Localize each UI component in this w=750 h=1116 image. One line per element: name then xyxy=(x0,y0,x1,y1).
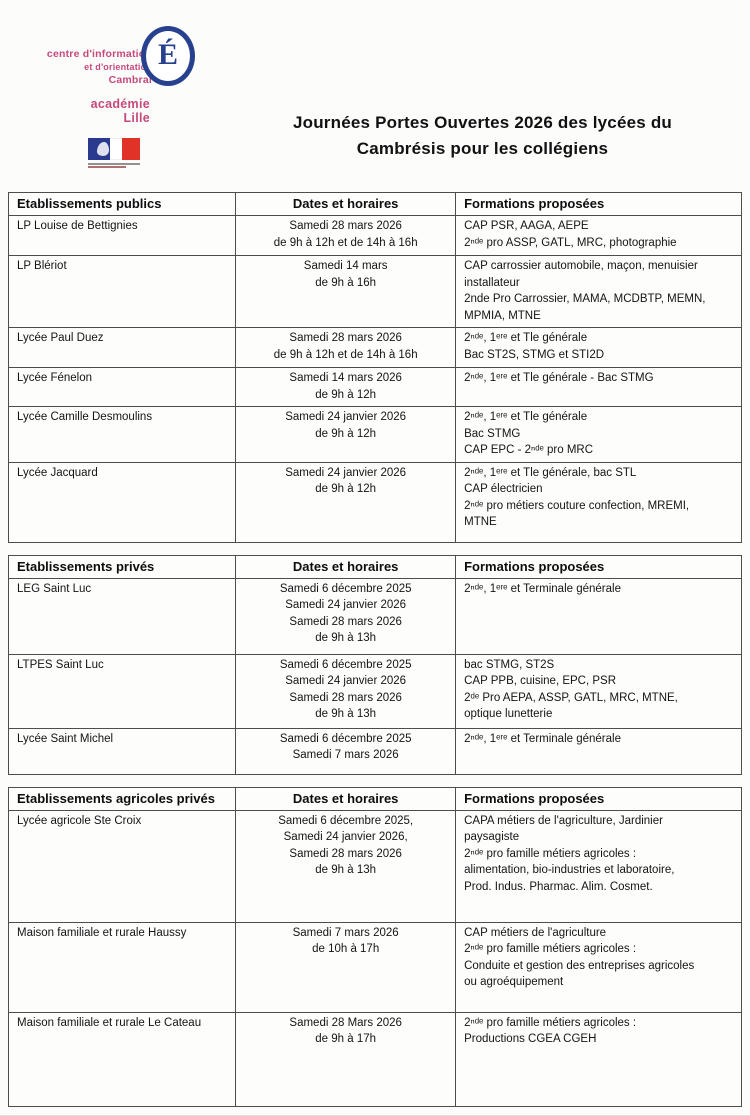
table-etablissements-prives: Etablissements privés Dates et horaires … xyxy=(7,554,742,775)
french-republic-flag-icon xyxy=(88,138,140,160)
table-row: Lycée Fénelon Samedi 14 mars 2026 de 9h … xyxy=(7,367,742,407)
dates-horaires: Samedi 6 décembre 2025, Samedi 24 janvie… xyxy=(235,809,457,923)
table-header-row: Etablissements publics Dates et horaires… xyxy=(7,192,742,216)
table-row: Lycée Saint Michel Samedi 6 décembre 202… xyxy=(7,727,742,775)
flag-white-band xyxy=(110,138,122,160)
column-header-etablissements: Etablissements privés xyxy=(7,554,237,579)
flag-caption-line-1 xyxy=(88,163,140,165)
cio-line-3: Cambrai xyxy=(108,74,152,86)
cio-line-2: et d'orientation xyxy=(84,62,152,72)
establishment-name: Lycée Paul Duez xyxy=(7,327,237,368)
column-header-formations: Formations proposées xyxy=(455,786,742,811)
dates-horaires: Samedi 14 mars 2026 de 9h à 12h xyxy=(235,367,457,407)
establishment-name: LP Blériot xyxy=(7,255,237,328)
dates-horaires: Samedi 28 mars 2026 de 9h à 12h et de 14… xyxy=(235,327,457,368)
table-header-row: Etablissements privés Dates et horaires … xyxy=(7,554,742,579)
page-title: Journées Portes Ouvertes 2026 des lycées… xyxy=(292,113,672,158)
table-etablissements-publics: Etablissements publics Dates et horaires… xyxy=(7,192,742,543)
column-header-etablissements: Etablissements publics xyxy=(7,192,237,216)
establishment-name: Maison familiale et rurale Haussy xyxy=(7,921,237,1013)
page-bottom-divider xyxy=(0,1114,750,1116)
dates-horaires: Samedi 28 Mars 2026 de 9h à 17h xyxy=(235,1011,457,1107)
dates-horaires: Samedi 6 décembre 2025 Samedi 24 janvier… xyxy=(235,653,457,729)
table-row: Lycée agricole Ste Croix Samedi 6 décemb… xyxy=(7,809,742,923)
formations-proposees: bac STMG, ST2S CAP PPB, cuisine, EPC, PS… xyxy=(455,653,742,729)
column-header-formations: Formations proposées xyxy=(455,554,742,579)
flag-red-band xyxy=(122,138,140,160)
dates-horaires: Samedi 14 mars de 9h à 16h xyxy=(235,255,457,328)
establishment-name: LP Louise de Bettignies xyxy=(7,215,237,256)
establishment-name: Lycée Saint Michel xyxy=(7,727,237,775)
column-header-dates: Dates et horaires xyxy=(235,786,457,811)
formations-proposees: 2ⁿᵈᵉ, 1ᵉʳᵉ et Terminale générale xyxy=(455,577,742,655)
dates-horaires: Samedi 24 janvier 2026 de 9h à 12h xyxy=(235,461,457,543)
formations-proposees: CAP carrossier automobile, maçon, menuis… xyxy=(455,255,742,328)
flag-caption-line-2 xyxy=(88,166,126,168)
table-row: LEG Saint Luc Samedi 6 décembre 2025 Sam… xyxy=(7,577,742,655)
document-header: centre d'information et d'orientation Ca… xyxy=(0,0,750,192)
academie-letter: É xyxy=(157,38,178,71)
academie-circle-logo: É xyxy=(141,26,195,86)
formations-proposees: 2ⁿᵈᵉ, 1ᵉʳᵉ et Tle générale Bac STMG CAP … xyxy=(455,406,742,463)
cio-line-1: centre d'information xyxy=(46,48,152,60)
formations-proposees: 2ⁿᵈᵉ, 1ᵉʳᵉ et Tle générale Bac ST2S, STM… xyxy=(455,327,742,368)
table-header-row: Etablissements agricoles privés Dates et… xyxy=(7,786,742,811)
dates-horaires: Samedi 28 mars 2026 de 9h à 12h et de 14… xyxy=(235,215,457,256)
establishment-name: Lycée Fénelon xyxy=(7,367,237,407)
formations-proposees: CAP PSR, AAGA, AEPE 2ⁿᵈᵉ pro ASSP, GATL,… xyxy=(455,215,742,256)
dates-horaires: Samedi 6 décembre 2025 Samedi 24 janvier… xyxy=(235,577,457,655)
column-header-dates: Dates et horaires xyxy=(235,192,457,216)
table-row: LP Louise de Bettignies Samedi 28 mars 2… xyxy=(7,215,742,256)
column-header-dates: Dates et horaires xyxy=(235,554,457,579)
establishment-name: Maison familiale et rurale Le Cateau xyxy=(7,1011,237,1107)
formations-proposees: 2ⁿᵈᵉ, 1ᵉʳᵉ et Terminale générale xyxy=(455,727,742,775)
establishment-name: Lycée Camille Desmoulins xyxy=(7,406,237,463)
table-etablissements-agricoles-prives: Etablissements agricoles privés Dates et… xyxy=(7,786,742,1107)
academie-city: Lille xyxy=(123,111,150,125)
academie-name: académie xyxy=(90,97,150,111)
flag-caption-lines xyxy=(88,162,140,169)
formations-proposees: CAPA métiers de l'agriculture, Jardinier… xyxy=(455,809,742,923)
flag-blue-band xyxy=(88,138,110,160)
table-row: Maison familiale et rurale Haussy Samedi… xyxy=(7,921,742,1013)
cio-cambrai-logo-text: centre d'information et d'orientation Ca… xyxy=(0,48,152,87)
formations-proposees: 2ⁿᵈᵉ, 1ᵉʳᵉ et Tle générale - Bac STMG xyxy=(455,367,742,407)
dates-horaires: Samedi 7 mars 2026 de 10h à 17h xyxy=(235,921,457,1013)
table-row: LTPES Saint Luc Samedi 6 décembre 2025 S… xyxy=(7,653,742,729)
formations-proposees: CAP métiers de l'agriculture 2ⁿᵈᵉ pro fa… xyxy=(455,921,742,1013)
table-row: LP Blériot Samedi 14 mars de 9h à 16h CA… xyxy=(7,255,742,328)
establishment-name: Lycée Jacquard xyxy=(7,461,237,543)
dates-horaires: Samedi 24 janvier 2026 de 9h à 12h xyxy=(235,406,457,463)
table-row: Lycée Jacquard Samedi 24 janvier 2026 de… xyxy=(7,461,742,543)
establishment-name: Lycée agricole Ste Croix xyxy=(7,809,237,923)
formations-proposees: 2ⁿᵈᵉ, 1ᵉʳᵉ et Tle générale, bac STL CAP … xyxy=(455,461,742,543)
establishment-name: LEG Saint Luc xyxy=(7,577,237,655)
table-row: Lycée Camille Desmoulins Samedi 24 janvi… xyxy=(7,406,742,463)
dates-horaires: Samedi 6 décembre 2025 Samedi 7 mars 202… xyxy=(235,727,457,775)
table-row: Lycée Paul Duez Samedi 28 mars 2026 de 9… xyxy=(7,327,742,368)
academie-lille-label: académie Lille xyxy=(0,97,150,125)
formations-proposees: 2ⁿᵈᵉ pro famille métiers agricoles : Pro… xyxy=(455,1011,742,1107)
column-header-formations: Formations proposées xyxy=(455,192,742,216)
column-header-etablissements: Etablissements agricoles privés xyxy=(7,786,237,811)
establishment-name: LTPES Saint Luc xyxy=(7,653,237,729)
table-row: Maison familiale et rurale Le Cateau Sam… xyxy=(7,1011,742,1107)
